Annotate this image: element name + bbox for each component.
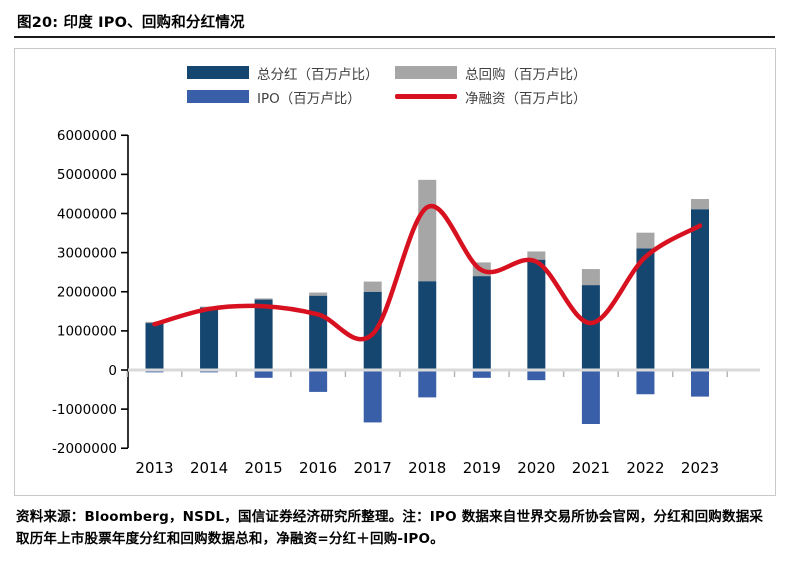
y-tick-label: 1000000 xyxy=(57,324,117,340)
bar-buyback xyxy=(581,269,600,286)
legend-label: 净融资（百万卢比） xyxy=(465,90,587,107)
bar-dividend xyxy=(527,259,546,370)
bar-ipo xyxy=(581,370,600,424)
bar-dividend xyxy=(636,248,655,370)
bar-ipo xyxy=(691,370,709,397)
x-tick-label: 2017 xyxy=(354,459,392,477)
legend-item-ipo: IPO（百万卢比） xyxy=(187,89,395,107)
y-axis-ticks: 6000000 5000000 4000000 3000000 2000000 10000… xyxy=(52,128,128,457)
y-tick-label: 0 xyxy=(108,363,117,379)
legend-label: IPO（百万卢比） xyxy=(257,90,361,107)
x-tick-label: 2014 xyxy=(190,459,228,477)
legend-item-buyback: 总回购（百万卢比） xyxy=(395,65,603,83)
title-divider xyxy=(14,36,775,38)
x-axis-labels: 2013 2014 2015 2016 2017 2018 2019 2020 2021 2022… xyxy=(135,459,719,477)
x-tick-label: 2018 xyxy=(408,459,446,477)
x-tick-label: 2016 xyxy=(299,459,337,477)
bar-dividend xyxy=(418,281,437,370)
bar-dividend xyxy=(309,295,328,370)
chart-container: 总分红（百万卢比） 总回购（百万卢比） IPO（百万卢比） 净融资（百万卢比） 600… xyxy=(14,48,776,496)
x-tick-label: 2023 xyxy=(681,459,719,477)
bar-ipo xyxy=(527,370,546,381)
bar-ipo xyxy=(418,370,437,398)
x-tick-label: 2020 xyxy=(517,459,555,477)
bar-buyback xyxy=(691,199,709,210)
y-tick-label: 3000000 xyxy=(57,245,117,261)
chart-plot: 6000000 5000000 4000000 3000000 2000000 10000… xyxy=(52,128,760,477)
bar-ipo xyxy=(309,370,328,392)
bar-buyback xyxy=(527,251,546,260)
bar-dividend xyxy=(581,285,600,370)
bar-buyback xyxy=(254,298,273,300)
bar-buyback xyxy=(636,232,655,249)
source-note: 资料来源：Bloomberg，NSDL，国信证券经济研究所整理。注：IPO 数据… xyxy=(16,509,764,548)
bar-ipo xyxy=(363,370,382,423)
x-axis-minor-ticks xyxy=(126,371,728,377)
net-financing-line xyxy=(152,203,703,342)
y-tick-label: -2000000 xyxy=(52,441,117,457)
legend-item-dividend: 总分红（百万卢比） xyxy=(187,65,395,83)
x-tick-label: 2013 xyxy=(135,459,173,477)
bar-buyback xyxy=(418,179,437,282)
bar-buyback xyxy=(363,281,382,292)
chart-legend: 总分红（百万卢比） 总回购（百万卢比） IPO（百万卢比） 净融资（百万卢比） xyxy=(15,65,775,107)
legend-label: 总回购（百万卢比） xyxy=(465,66,587,83)
y-tick-label: -1000000 xyxy=(52,402,117,418)
bar-dividend xyxy=(254,299,273,370)
bar-ipo xyxy=(636,370,655,395)
bar-dividend xyxy=(145,323,164,370)
bar-ipo xyxy=(254,370,273,378)
bar-legend-swatch-icon xyxy=(187,90,249,103)
y-tick-label: 6000000 xyxy=(57,128,117,144)
x-tick-label: 2015 xyxy=(245,459,283,477)
bar-dividend xyxy=(472,276,491,370)
legend-item-net: 净融资（百万卢比） xyxy=(395,89,603,107)
figure-title: 图20: 印度 IPO、回购和分红情况 xyxy=(17,15,245,31)
bar-legend-swatch-icon xyxy=(187,66,249,79)
y-tick-label: 2000000 xyxy=(57,285,117,301)
y-tick-label: 4000000 xyxy=(57,206,117,222)
bar-dividend xyxy=(200,307,219,370)
bar-buyback xyxy=(309,292,328,296)
legend-label: 总分红（百万卢比） xyxy=(257,66,379,83)
line-legend-swatch-icon xyxy=(395,94,457,99)
bar-dividend xyxy=(691,209,709,370)
x-tick-label: 2021 xyxy=(572,459,610,477)
y-tick-label: 5000000 xyxy=(57,167,117,183)
bar-ipo xyxy=(472,370,491,378)
x-tick-label: 2022 xyxy=(626,459,664,477)
bars xyxy=(145,179,709,424)
x-tick-label: 2019 xyxy=(463,459,501,477)
bar-legend-swatch-icon xyxy=(395,66,457,79)
